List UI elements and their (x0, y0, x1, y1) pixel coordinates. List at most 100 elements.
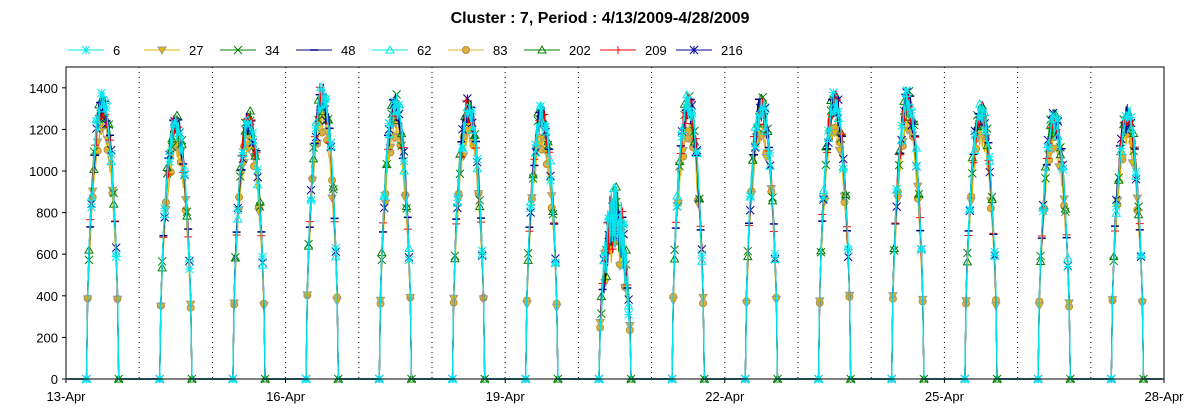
data-point (601, 271, 612, 280)
data-point (619, 220, 629, 229)
data-point (609, 228, 619, 237)
x-tick-label: 16-Apr (266, 389, 306, 404)
data-point (833, 107, 843, 117)
data-point (970, 130, 980, 140)
y-tick-label: 800 (36, 206, 58, 221)
data-point (175, 128, 184, 138)
legend-label: 34 (265, 43, 279, 58)
data-point (327, 194, 337, 204)
data-point (745, 191, 755, 201)
data-point (682, 89, 692, 99)
data-point (174, 132, 185, 141)
data-point (604, 214, 614, 223)
data-point (912, 161, 921, 171)
y-axis: 0 200 400 600 800 1000 1200 1400 (29, 81, 66, 387)
data-point (965, 205, 975, 215)
data-point (692, 147, 702, 157)
data-point (243, 119, 253, 129)
data-point (233, 205, 243, 215)
data-point (384, 129, 395, 139)
chart-title: Cluster : 7, Period : 4/13/2009-4/28/200… (450, 10, 750, 27)
data-point (614, 218, 624, 228)
data-point (838, 164, 848, 174)
data-point (672, 201, 682, 211)
data-point (254, 207, 264, 217)
legend-item: 216 (676, 43, 743, 58)
data-point (185, 264, 194, 274)
data-point (551, 258, 560, 268)
data-point (1111, 202, 1121, 211)
data-point (180, 170, 189, 180)
data-point (248, 128, 258, 138)
legend-label: 6 (113, 43, 120, 58)
y-tick-label: 400 (36, 289, 58, 304)
legend-marker (537, 44, 547, 54)
data-point (458, 143, 467, 153)
y-tick-label: 600 (36, 247, 58, 262)
data-point (331, 243, 341, 253)
data-point (892, 184, 902, 194)
data-point (399, 156, 409, 166)
data-point (843, 245, 853, 255)
data-point (896, 135, 907, 145)
data-point (467, 125, 478, 134)
data-point (974, 98, 985, 108)
data-point (755, 111, 765, 121)
legend-marker (462, 46, 470, 54)
data-point (765, 148, 775, 158)
data-point (897, 121, 906, 131)
y-tick-label: 0 (51, 372, 58, 387)
data-point (531, 140, 540, 150)
data-point (974, 119, 983, 128)
legend-marker (385, 44, 395, 54)
data-point (244, 145, 254, 154)
data-point (893, 194, 903, 204)
legend-marker (614, 46, 622, 54)
x-axis: 13-Apr 16-Apr 19-Apr 22-Apr 25-Apr 28-Apr (46, 379, 1184, 404)
data-point (980, 126, 990, 136)
data-point (258, 252, 267, 262)
legend-item: 6 (68, 43, 120, 58)
legend-item: 83 (448, 43, 507, 58)
data-point (472, 154, 482, 164)
data-point (97, 88, 106, 98)
data-point (599, 249, 609, 259)
series-line (67, 84, 1163, 380)
data-point (618, 207, 627, 216)
data-point (541, 122, 550, 132)
data-point (1116, 144, 1126, 153)
legend-label: 62 (417, 43, 431, 58)
y-tick-label: 1200 (29, 122, 58, 137)
data-point (902, 126, 913, 136)
data-point (1126, 113, 1136, 122)
legend-marker (81, 45, 91, 55)
data-point (530, 148, 541, 157)
data-point (1058, 164, 1068, 174)
legend-item: 48 (296, 43, 355, 58)
data-point (1063, 262, 1073, 271)
legend-marker (233, 45, 243, 55)
data-point (164, 170, 173, 179)
x-tick-label: 13-Apr (46, 389, 86, 404)
data-point (608, 245, 617, 254)
legend-label: 216 (721, 43, 743, 58)
data-point (92, 116, 101, 126)
data-point (824, 126, 833, 136)
data-point (1131, 171, 1141, 181)
data-point (969, 145, 980, 155)
data-point (545, 155, 556, 165)
data-point (526, 203, 536, 213)
legend-item: 27 (144, 43, 203, 58)
data-point (1048, 110, 1058, 120)
data-point (311, 123, 321, 133)
legend-label: 202 (569, 43, 591, 58)
y-tick-label: 1000 (29, 164, 58, 179)
y-tick-label: 200 (36, 330, 58, 345)
legend-marker (689, 45, 699, 55)
data-point (87, 202, 96, 212)
data-point (389, 97, 399, 107)
data-point (170, 142, 181, 151)
data-point (326, 138, 336, 148)
legend-item: 62 (372, 43, 431, 58)
